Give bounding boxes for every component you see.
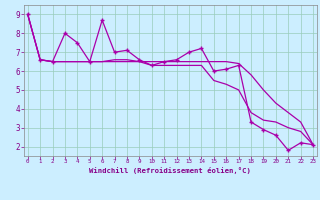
X-axis label: Windchill (Refroidissement éolien,°C): Windchill (Refroidissement éolien,°C) [90,167,251,174]
